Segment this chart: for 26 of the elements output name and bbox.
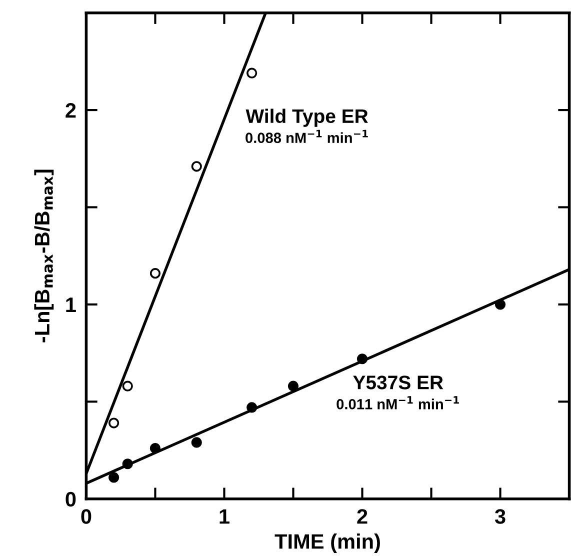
x-tick-label: 0 <box>81 509 92 524</box>
point <box>191 161 202 172</box>
y-axis-title: -Ln[B$_{max}$-B/B$_{max}$] <box>34 170 54 342</box>
series-label: Y537S ER <box>353 376 444 390</box>
point <box>246 68 258 78</box>
annotation: 0.088 nM$^{−1}$ min$^{−1}$ <box>246 130 368 144</box>
annotation: 0.011 nM$^{−1}$ min$^{−1}$ <box>336 396 459 410</box>
x-tick-label: 1 <box>220 509 230 524</box>
point <box>108 472 120 483</box>
x-axis-title: TIME (min) <box>274 534 380 553</box>
point <box>356 354 368 364</box>
y-tick-label: 1 <box>66 298 76 312</box>
y-tick-label: 2 <box>66 103 76 118</box>
point <box>191 437 202 448</box>
point <box>108 418 120 428</box>
point <box>122 380 133 392</box>
point <box>122 458 133 470</box>
point <box>150 268 161 279</box>
point <box>150 443 161 454</box>
x-tick-label: 3 <box>494 509 506 524</box>
point <box>288 380 299 392</box>
y-tick-label: 0 <box>66 492 76 507</box>
series-label: Wild Type ER <box>246 108 368 127</box>
point <box>246 402 258 413</box>
x-tick-label: 2 <box>357 509 368 524</box>
point <box>494 299 506 310</box>
